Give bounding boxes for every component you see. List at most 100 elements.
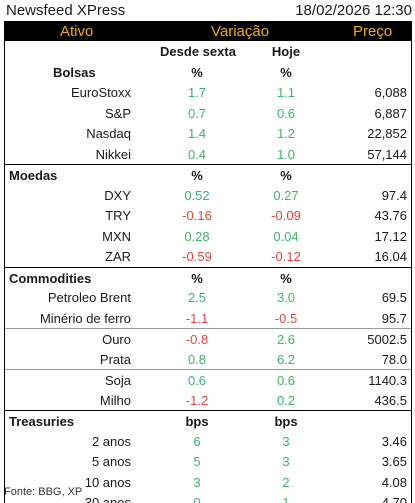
change-today: 0.04 [273, 228, 299, 244]
change-today: 2 [282, 474, 290, 490]
change-since-friday: 2.5 [187, 290, 207, 305]
title-bar: Newsfeed XPress 18/02/2026 12:30 [4, 0, 412, 20]
table-row: DXY 0.52 0.27 97.4 [5, 185, 411, 206]
unit-col2: bps [274, 414, 298, 429]
change-since-friday: -0.16 [182, 208, 212, 223]
change-since-friday: 0.6 [187, 373, 207, 388]
asset-name: TRY [105, 208, 131, 223]
unit-col2: % [280, 64, 292, 80]
change-since-friday: 0.52 [184, 187, 210, 203]
asset-name: Soja [104, 373, 131, 388]
price: 43.76 [374, 208, 407, 223]
change-since-friday: 3 [193, 474, 201, 490]
change-since-friday: -1.1 [185, 310, 209, 326]
price: 436.5 [374, 392, 407, 408]
change-today: 2.6 [276, 332, 296, 347]
change-since-friday: 0.28 [184, 228, 210, 244]
change-since-friday: 0.4 [187, 146, 207, 162]
change-since-friday: -0.59 [182, 249, 212, 264]
price: 22,852 [367, 126, 407, 141]
table-row: S&P 0.7 0.6 6,887 [5, 103, 411, 124]
asset-name: Milho [99, 392, 131, 408]
change-today: 6.2 [276, 351, 296, 367]
price: 6,088 [374, 85, 407, 100]
asset-name: Ouro [102, 332, 131, 347]
section-title-treasuries: Treasuries [9, 414, 75, 429]
section-header-moedas: Moedas % % [5, 164, 411, 185]
asset-name: Petroleo Brent [47, 290, 131, 305]
price: 4.08 [381, 474, 407, 490]
table-row: EuroStoxx 1.7 1.1 6,088 [5, 82, 411, 103]
asset-name: Nikkei [95, 146, 131, 162]
table-row: Prata 0.8 6.2 78.0 [5, 349, 411, 370]
unit-col2: % [280, 168, 292, 183]
asset-name: S&P [104, 105, 131, 121]
change-since-friday: -0.8 [185, 332, 209, 347]
change-today: 3 [282, 454, 290, 469]
change-since-friday: 0 [193, 495, 201, 503]
change-today: 0.27 [273, 187, 299, 203]
change-today: 1.2 [276, 126, 296, 141]
price: 5002.5 [367, 332, 407, 347]
subheader-desde-sexta: Desde sexta [160, 44, 236, 59]
change-since-friday: -1.2 [185, 392, 209, 408]
asset-name: 2 anos [91, 433, 131, 449]
price: 95.7 [381, 310, 407, 326]
price: 17.12 [374, 228, 407, 244]
change-today: 1.0 [276, 146, 296, 162]
asset-name: Minério de ferro [39, 310, 131, 326]
change-today: 1.1 [276, 85, 296, 100]
price: 16.04 [374, 249, 407, 264]
price: 78.0 [381, 351, 407, 367]
subheader-row: Desde sexta Hoje [5, 41, 411, 62]
price: 57,144 [367, 146, 407, 162]
asset-name: Prata [99, 351, 131, 367]
price: 97.4 [381, 187, 407, 203]
table-row: 2 anos 6 3 3.46 [5, 431, 411, 452]
section-title-bolsas: Bolsas [53, 64, 96, 80]
change-today: 0.6 [276, 105, 296, 121]
unit-col2: % [280, 270, 292, 286]
price: 6,887 [374, 105, 407, 121]
change-today: -0.12 [271, 249, 301, 264]
table-row: Milho -1.2 0.2 436.5 [5, 390, 411, 411]
asset-name: MXN [102, 228, 131, 244]
report-datetime: 18/02/2026 12:30 [295, 2, 412, 19]
asset-name: DXY [104, 187, 131, 203]
price: 69.5 [381, 290, 407, 305]
change-today: -0.09 [271, 208, 301, 223]
price: 3.46 [381, 433, 407, 449]
section-title-commodities: Commodities [9, 270, 92, 286]
price: 1140.3 [368, 373, 407, 388]
subheader-hoje: Hoje [271, 44, 301, 59]
asset-name: ZAR [105, 249, 131, 264]
change-since-friday: 1.7 [187, 85, 207, 100]
table-row: Petroleo Brent 2.5 3.0 69.5 [5, 287, 411, 308]
price: 4.70 [381, 495, 407, 503]
change-today: 3 [282, 433, 290, 449]
change-since-friday: 0.7 [187, 105, 207, 121]
section-title-moedas: Moedas [9, 168, 58, 183]
table-row: Ouro -0.8 2.6 5002.5 [5, 328, 411, 349]
unit-col1: % [191, 270, 203, 286]
table-row: Soja 0.6 0.6 1140.3 [5, 369, 411, 390]
change-today: -0.5 [274, 310, 298, 326]
change-today: 0.2 [276, 392, 296, 408]
unit-col1: % [191, 168, 203, 183]
table-header: Ativo Variação Preço [4, 21, 412, 41]
asset-name: 5 anos [91, 454, 131, 469]
price: 3.65 [381, 454, 407, 469]
table-row: 10 anos 3 2 4.08 [5, 472, 411, 493]
header-variacao: Variação [211, 23, 270, 40]
table-row: 30 anos 0 1 4.70 [5, 492, 411, 503]
table-row: Nasdaq 1.4 1.2 22,852 [5, 123, 411, 144]
header-ativo: Ativo [60, 23, 94, 40]
change-since-friday: 5 [193, 454, 201, 469]
table-row: ZAR -0.59 -0.12 16.04 [5, 246, 411, 267]
section-header-treasuries: Treasuries bps bps [5, 410, 411, 431]
change-since-friday: 6 [193, 433, 201, 449]
market-table: Desde sexta Hoje Bolsas % % EuroStoxx 1.7… [4, 41, 412, 503]
table-row: 5 anos 5 3 3.65 [5, 451, 411, 472]
asset-name: 30 anos [84, 495, 131, 503]
unit-col1: bps [185, 414, 209, 429]
